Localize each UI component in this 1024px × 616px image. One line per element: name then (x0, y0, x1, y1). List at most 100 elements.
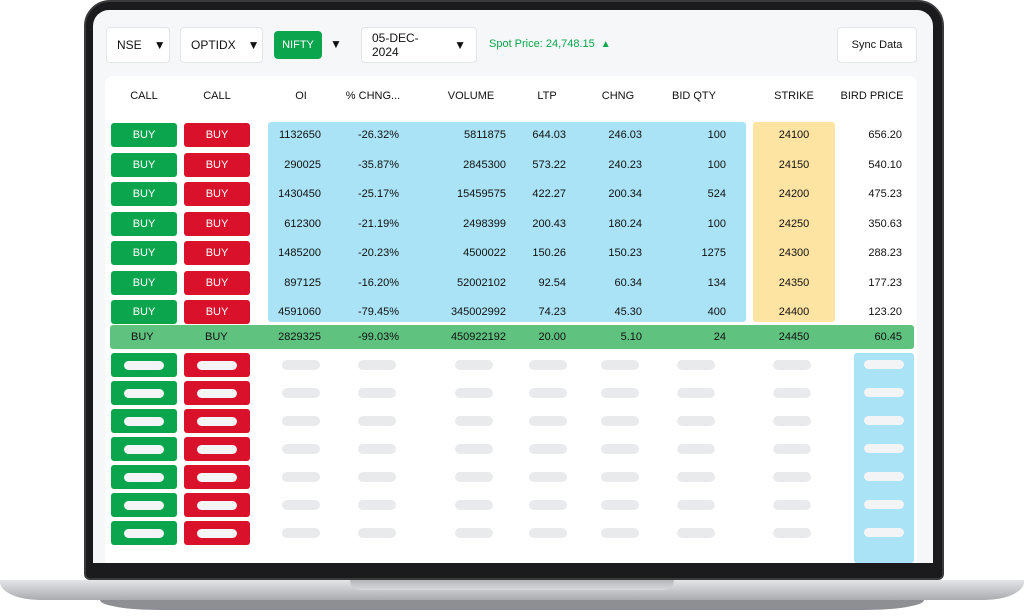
cell-bidqty: 24 (713, 331, 726, 343)
loading-bar (282, 388, 320, 398)
cell-bidqty: 100 (707, 158, 726, 171)
loading-bar (197, 416, 237, 426)
call-sell-button[interactable]: BUY (184, 241, 250, 265)
cell-ltp: 422.27 (532, 188, 566, 200)
placeholder-buy-button[interactable] (111, 409, 177, 433)
loading-bar (529, 528, 567, 538)
sync-data-button[interactable]: Sync Data (837, 27, 917, 63)
placeholder-buy-button[interactable] (111, 381, 177, 405)
placeholder-buy-button[interactable] (111, 493, 177, 517)
call-buy-button[interactable]: BUY (111, 152, 177, 177)
symbol-button[interactable]: NIFTY (274, 31, 322, 59)
loading-bar (455, 500, 493, 510)
cell-strike: 24450 (778, 331, 810, 343)
cell-strike: 24100 (778, 129, 810, 141)
loading-bar (601, 500, 639, 510)
cell-volume: 2498399 (463, 217, 506, 230)
app-screen: NSE ▼ OPTIDX ▼ NIFTY ▼ 05-DEC-2024 ▼ Spo… (93, 10, 933, 563)
cell-pct: -20.23% (358, 247, 399, 259)
cell-price: 475.23 (868, 188, 902, 200)
placeholder-sell-button[interactable] (184, 437, 250, 461)
loading-bar (124, 360, 164, 370)
cell-price: 350.63 (868, 217, 902, 230)
cell-chng: 5.10 (620, 331, 642, 343)
placeholder-buy-button[interactable] (111, 465, 177, 489)
cell-bidqty: 100 (707, 129, 726, 141)
loading-bar (677, 500, 715, 510)
placeholder-sell-button[interactable] (184, 521, 250, 545)
loading-bar (529, 388, 567, 398)
cell-oi: 1132650 (278, 129, 321, 141)
loading-bar (282, 500, 320, 510)
call-buy-button[interactable]: BUY (111, 211, 177, 236)
loading-bar (197, 388, 237, 398)
call-buy-button[interactable]: BUY (131, 331, 154, 343)
loading-bar (358, 416, 396, 426)
loading-bar (358, 528, 396, 538)
spot-price-text: Spot Price: 24,748.15 (489, 38, 595, 50)
loading-bar (455, 416, 493, 426)
loading-bar (529, 500, 567, 510)
placeholder-buy-button[interactable] (111, 353, 177, 377)
loading-bar (197, 500, 237, 510)
cell-pct: -99.03% (358, 331, 399, 343)
cell-oi: 290025 (284, 158, 321, 171)
call-buy-button[interactable]: BUY (111, 270, 177, 295)
call-buy-button[interactable]: BUY (111, 182, 177, 206)
cell-chng: 45.30 (614, 306, 642, 318)
cell-pct: -16.20% (358, 276, 399, 289)
cell-chng: 200.34 (608, 188, 642, 200)
placeholder-buy-button[interactable] (111, 521, 177, 545)
cell-chng: 246.03 (608, 129, 642, 141)
call-sell-button[interactable]: BUY (184, 123, 250, 147)
chevron-down-icon[interactable]: ▼ (330, 37, 342, 51)
exchange-dropdown[interactable]: NSE ▼ (106, 27, 170, 63)
loading-bar (677, 416, 715, 426)
call-sell-button[interactable]: BUY (184, 300, 250, 324)
placeholder-sell-button[interactable] (184, 493, 250, 517)
cell-ltp: 200.43 (532, 217, 566, 230)
loading-bar (864, 388, 904, 397)
cell-chng: 240.23 (608, 158, 642, 171)
loading-bar (773, 416, 811, 426)
loading-bar (601, 444, 639, 454)
loading-bar (773, 388, 811, 398)
call-sell-button[interactable]: BUY (205, 331, 228, 343)
call-buy-button[interactable]: BUY (111, 123, 177, 147)
cell-ltp: 92.54 (538, 276, 566, 289)
call-buy-button[interactable]: BUY (111, 300, 177, 324)
loading-bar (455, 472, 493, 482)
expiry-dropdown[interactable]: 05-DEC-2024 ▼ (361, 27, 477, 63)
column-header: STRIKE (774, 90, 814, 102)
placeholder-sell-button[interactable] (184, 409, 250, 433)
placeholder-sell-button[interactable] (184, 353, 250, 377)
call-sell-button[interactable]: BUY (184, 152, 250, 177)
call-buy-button[interactable]: BUY (111, 241, 177, 265)
loading-bar (124, 528, 164, 538)
placeholder-buy-button[interactable] (111, 437, 177, 461)
instrument-dropdown[interactable]: OPTIDX ▼ (180, 27, 263, 63)
cell-bidqty: 1275 (701, 247, 726, 259)
placeholder-sell-button[interactable] (184, 465, 250, 489)
cell-volume: 5811875 (463, 129, 506, 141)
cell-oi: 2829325 (278, 331, 321, 343)
call-sell-button[interactable]: BUY (184, 270, 250, 295)
cell-strike: 24150 (778, 158, 810, 171)
spot-price: Spot Price: 24,748.15 ▲ (489, 38, 611, 50)
loading-bar (124, 472, 164, 482)
cell-pct: -21.19% (358, 217, 399, 230)
placeholder-sell-button[interactable] (184, 381, 250, 405)
loading-bar (864, 500, 904, 509)
instrument-value: OPTIDX (191, 38, 236, 52)
loading-bar (601, 388, 639, 398)
call-sell-button[interactable]: BUY (184, 182, 250, 206)
cell-price: 177.23 (868, 276, 902, 289)
call-sell-button[interactable]: BUY (184, 211, 250, 236)
loading-bar (864, 528, 904, 537)
chevron-down-icon: ▼ (454, 38, 466, 52)
loading-bar (455, 360, 493, 370)
cell-oi: 612300 (284, 217, 321, 230)
loading-bar (124, 444, 164, 454)
loading-bar (197, 472, 237, 482)
